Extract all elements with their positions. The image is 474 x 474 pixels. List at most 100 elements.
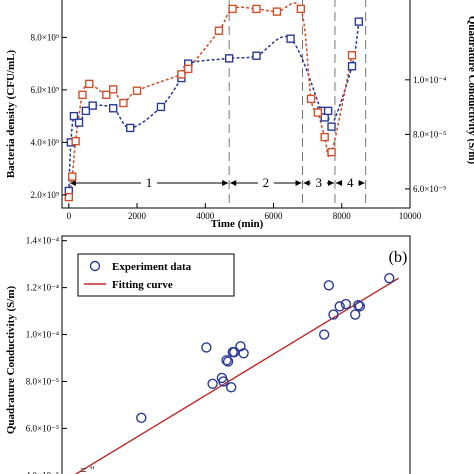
conductivity-data-point: [119, 98, 128, 108]
experiment-data-point: [136, 412, 147, 424]
conductivity-data-point: [132, 86, 142, 95]
conductivity-data-point: [64, 192, 74, 202]
fitting-curve-line: [74, 277, 399, 474]
y-tick-label: 1.2×10⁻⁴: [26, 283, 59, 293]
conductivity-series: [64, 4, 357, 202]
bacteria-data-point: [108, 104, 118, 113]
conductivity-data-point: [313, 108, 323, 117]
conductivity-data-point: [252, 4, 261, 14]
conductivity-data-point: [108, 85, 118, 94]
panel-b-y-ticks: 4.0×10⁻⁵ 6.0×10⁻⁵ 8.0×10⁻⁵ 1.0×10⁻⁴ 1.2×10⁻⁴…: [26, 236, 67, 474]
phase-arrows: 1 2 3 4: [69, 175, 365, 190]
conductivity-data-point: [102, 90, 111, 100]
panel-b-label: (b): [389, 249, 408, 266]
bacteria-data-point: [156, 102, 166, 112]
conductivity-data-point: [320, 132, 329, 142]
left-y-tick-label: 6.0×10⁹: [31, 85, 59, 95]
bacteria-data-point: [81, 106, 91, 116]
legend: Experiment data Fitting curve: [77, 253, 235, 297]
phase-arrow-head: [303, 180, 310, 186]
conductivity-data-point: [327, 147, 336, 157]
conductivity-data-point: [228, 4, 237, 14]
conductivity-data-point: [85, 79, 94, 89]
legend-label-experiment: Experiment data: [112, 261, 192, 273]
conductivity-data-point: [214, 26, 224, 35]
right-y-tick-label: 8.0×10⁻⁵: [413, 129, 446, 139]
phase-label: 1: [146, 175, 153, 190]
experiment-data-point: [328, 309, 339, 320]
experiment-data-point: [323, 280, 335, 291]
bacteria-data-point: [69, 111, 79, 121]
phase-label: 3: [315, 175, 322, 190]
experiment-data-point: [207, 378, 218, 390]
y-tick-label: 6.0×10⁻⁵: [26, 423, 59, 433]
x-tick-label: 6000: [265, 211, 284, 221]
experiment-data-point: [201, 342, 212, 353]
panel-a: 1 2 3 4 0 2000 4000 6000 8000 10000 2.0×10⁹ 4.0×1…: [5, 0, 474, 230]
y-tick-label: 1.0×10⁻⁴: [26, 330, 59, 340]
x-tick-label: 10000: [399, 211, 422, 221]
panel-b: 4.0×10⁻⁵ 6.0×10⁻⁵ 8.0×10⁻⁵ 1.0×10⁻⁴ 1.2×10⁻⁴…: [5, 235, 411, 474]
phase-arrow-head: [222, 180, 229, 186]
panel-b-frame: [61, 235, 411, 474]
phase-boundary-lines: [228, 0, 367, 208]
phase-label: 4: [347, 175, 354, 190]
bacteria-data-point: [252, 51, 261, 60]
right-y-tick-label: 1.0×10⁻⁴: [413, 75, 446, 85]
conductivity-data-point: [68, 172, 77, 181]
experiment-data-point: [334, 301, 345, 312]
conductivity-data-point: [177, 70, 186, 79]
experiment-data-point: [353, 300, 364, 311]
conductivity-data-point: [347, 51, 357, 60]
conductivity-data-point: [78, 90, 87, 100]
bacteria-data-point: [323, 106, 333, 116]
panel-a-frame: [61, 0, 411, 209]
bacteria-data-point: [126, 123, 135, 133]
conductivity-data-point: [71, 136, 80, 146]
left-y-tick-label: 2.0×10⁹: [31, 190, 59, 200]
bacteria-data-point: [88, 101, 97, 110]
bacteria-data-point: [224, 54, 234, 63]
panel-a-right-y-axis-label: Quadrature Conductivity (S/m): [466, 16, 474, 165]
phase-arrow-head: [327, 180, 334, 186]
legend-marker-experiment: [89, 260, 101, 272]
experiment-data-point: [222, 356, 234, 367]
bacteria-data-point: [327, 122, 336, 131]
conductivity-data-point: [184, 64, 193, 74]
legend-box: [77, 253, 235, 297]
experiment-data-point: [340, 298, 352, 310]
experiment-data-point: [319, 329, 330, 340]
experiment-data-point: [218, 376, 229, 387]
panel-a-right-y-ticks: 6.0×10⁻⁵ 8.0×10⁻⁵ 1.0×10⁻⁴: [405, 75, 446, 194]
experiment-data-point: [350, 309, 361, 320]
phase-arrow-head: [358, 180, 365, 186]
bacteria-density-series: [64, 17, 364, 196]
experiment-data-point: [225, 382, 237, 393]
legend-label-fitting: Fitting curve: [112, 279, 173, 291]
x-tick-label: 2000: [128, 211, 147, 221]
experiment-data-point: [235, 341, 246, 352]
equation-fragment: = ": [80, 463, 95, 474]
x-tick-label: 4000: [196, 211, 215, 221]
panel-a-x-axis-label: Time (min): [211, 218, 264, 230]
x-tick-label: 8000: [333, 211, 352, 221]
conductivity-data-point: [306, 94, 316, 104]
phase-label: 2: [263, 175, 270, 190]
bacteria-data-point: [347, 62, 357, 71]
panel-a-x-ticks: 0 2000 4000 6000 8000 10000: [67, 203, 422, 221]
x-tick-label: 0: [67, 211, 72, 221]
bacteria-data-point: [74, 118, 84, 127]
experiment-data-point: [384, 273, 395, 284]
phase-arrow-head: [69, 180, 76, 186]
phase-arrow-head: [335, 180, 342, 186]
panel-b-y-axis-label: Quadrature Conductivity (S/m): [5, 286, 17, 435]
phase-arrow-head: [230, 180, 237, 186]
left-y-tick-label: 4.0×10⁹: [31, 137, 59, 147]
experiment-data-series: [136, 273, 395, 424]
left-y-tick-label: 8.0×10⁹: [31, 32, 59, 42]
y-tick-label: 1.4×10⁻⁴: [26, 236, 59, 246]
y-tick-label: 8.0×10⁻⁵: [26, 376, 59, 386]
phase-arrow-head: [295, 180, 302, 186]
bacteria-data-point: [354, 17, 364, 26]
